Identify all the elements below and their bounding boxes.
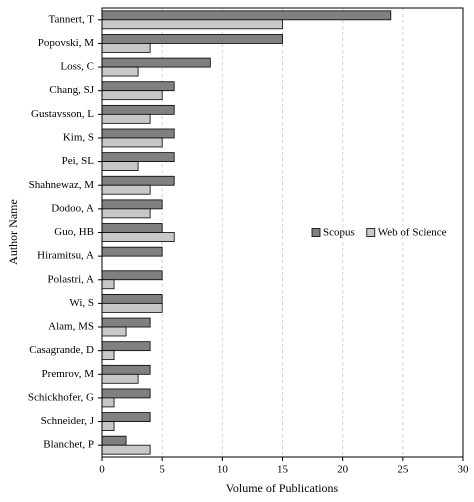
y-tick-label: Polastri, A xyxy=(48,273,95,285)
y-tick-label: Premrov, M xyxy=(42,368,95,380)
bar xyxy=(101,341,151,352)
bar xyxy=(101,128,175,139)
y-tick-label: Gustavsson, L xyxy=(31,108,94,120)
bar xyxy=(101,57,211,68)
y-tick-label: Tannert, T xyxy=(49,13,95,25)
x-tick-label: 25 xyxy=(397,464,409,476)
bar xyxy=(101,421,115,431)
bar xyxy=(101,435,127,446)
bar xyxy=(101,152,175,163)
bar xyxy=(101,232,175,242)
bar xyxy=(101,294,163,304)
bar xyxy=(101,350,115,361)
bar xyxy=(101,444,151,455)
legend-swatch xyxy=(311,228,321,237)
y-tick-label: Popovski, M xyxy=(38,37,94,49)
bar xyxy=(101,175,175,186)
bar xyxy=(101,270,163,281)
plot-frame xyxy=(101,7,464,458)
y-tick-label: Schneider, J xyxy=(41,415,95,427)
y-axis-label: Author Name xyxy=(6,199,20,265)
y-tick-label: Pei, SL xyxy=(62,155,95,167)
bar xyxy=(101,10,392,21)
x-tick-label: 30 xyxy=(458,464,470,476)
y-tick-label: Dodoo, A xyxy=(51,202,94,214)
bar xyxy=(101,397,115,408)
bar xyxy=(101,19,283,30)
bar xyxy=(101,279,115,290)
bar xyxy=(101,113,151,124)
y-tick-label: Wi, S xyxy=(69,297,94,309)
legend-label: Scopus xyxy=(323,227,355,239)
bar xyxy=(101,90,163,101)
bar xyxy=(101,388,151,399)
bar xyxy=(101,104,175,115)
bar xyxy=(101,81,175,92)
bar xyxy=(101,199,163,210)
legend-label: Web of Science xyxy=(378,227,447,239)
bar xyxy=(101,43,151,53)
y-tick-label: Shahnewaz, M xyxy=(29,179,95,191)
bar xyxy=(101,326,127,337)
y-tick-label: Alam, MS xyxy=(48,321,94,333)
y-tick-label: Kim, S xyxy=(63,132,94,144)
bar xyxy=(101,66,139,77)
bar xyxy=(101,223,163,233)
bar xyxy=(101,373,139,384)
bar xyxy=(101,161,139,171)
x-tick-label: 20 xyxy=(337,464,349,476)
x-tick-label: 0 xyxy=(99,464,105,476)
y-tick-label: Guo, HB xyxy=(54,226,94,238)
bar xyxy=(101,34,283,44)
x-tick-label: 10 xyxy=(217,464,229,476)
bar xyxy=(101,317,151,328)
x-tick-label: 5 xyxy=(159,464,165,476)
bar xyxy=(101,137,163,148)
y-tick-label: Hiramitsu, A xyxy=(37,250,94,262)
bar xyxy=(101,246,163,257)
legend-swatch xyxy=(366,228,376,237)
bar xyxy=(101,364,151,375)
x-tick-label: 15 xyxy=(277,464,289,476)
y-tick-label: Casagrande, D xyxy=(29,344,94,356)
bar xyxy=(101,302,163,313)
bar xyxy=(101,184,151,195)
y-tick-label: Blanchet, P xyxy=(43,439,94,451)
bar xyxy=(101,412,151,422)
y-tick-label: Chang, SJ xyxy=(49,84,94,96)
x-axis-label: Volume of Publications xyxy=(226,481,339,495)
y-tick-label: Loss, C xyxy=(60,61,94,73)
bar xyxy=(101,208,151,219)
y-tick-label: Schickhofer, G xyxy=(28,391,94,403)
